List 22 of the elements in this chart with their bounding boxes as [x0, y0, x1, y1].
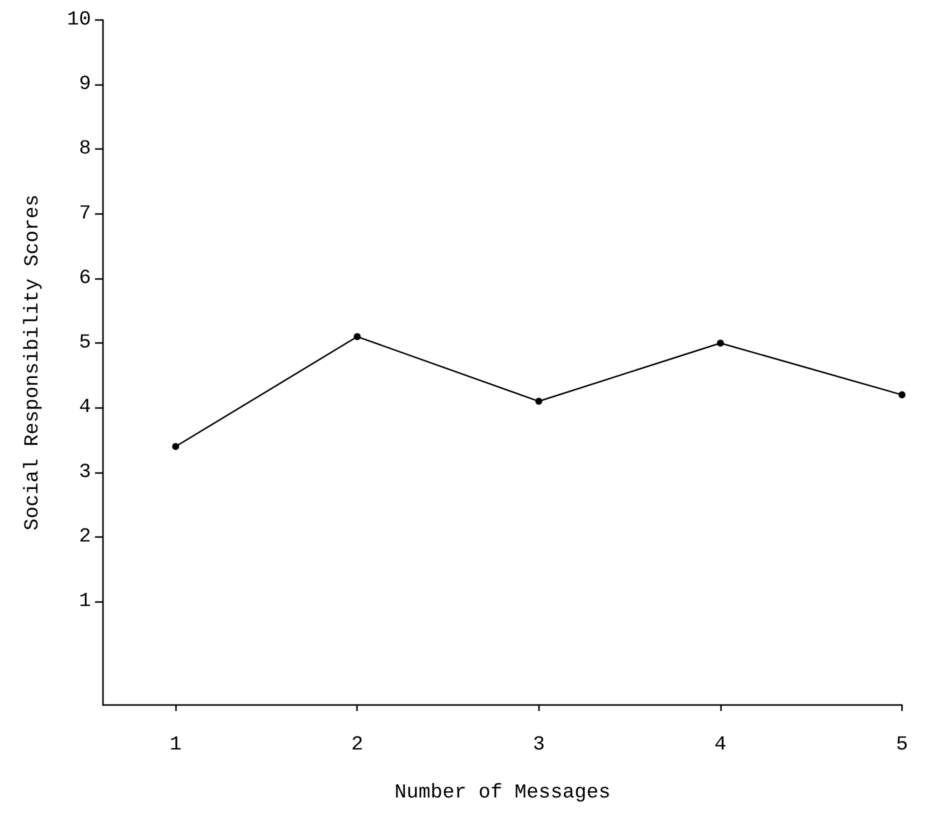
x-tick-label: 3 [532, 734, 545, 756]
y-tick-label: 6 [78, 266, 91, 290]
x-tick-label: 2 [351, 734, 364, 756]
y-axis-title: Social Responsibility Scores [22, 194, 44, 531]
point [898, 391, 906, 398]
x-tick-label: 4 [714, 734, 726, 756]
point [354, 333, 361, 340]
point [716, 340, 724, 347]
y-tick-label: 1 [78, 590, 91, 614]
x-tick-label: 1 [170, 734, 182, 756]
point [172, 443, 180, 450]
y-tick-label: 10 [66, 8, 91, 32]
x-tick-label: 5 [896, 734, 908, 756]
point [535, 398, 542, 405]
y-tick-label: 3 [78, 460, 91, 484]
y-tick-label: 8 [78, 138, 91, 161]
y-tick-label: 2 [78, 525, 91, 548]
y-tick-label: 5 [78, 332, 91, 355]
x-axis-title: Number of Messages [394, 782, 611, 804]
y-tick-label: 7 [78, 202, 91, 226]
y-tick-label: 4 [78, 396, 91, 420]
y-tick-label: 9 [78, 73, 91, 96]
